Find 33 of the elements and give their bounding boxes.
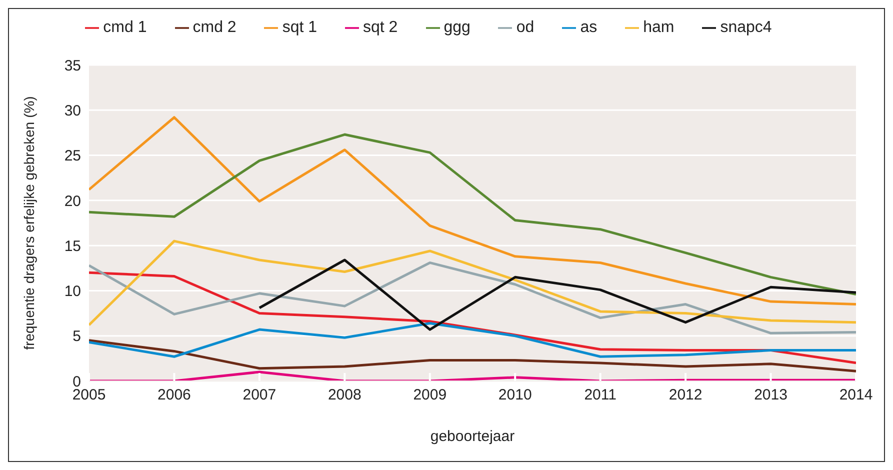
- legend-label: snapc4: [720, 19, 772, 36]
- x-tick-label: 2014: [839, 386, 873, 404]
- legend-label: cmd 1: [103, 19, 147, 36]
- legend-label: od: [516, 19, 534, 36]
- y-axis-title: frequentie dragers erfelijke gebreken (%): [20, 96, 37, 350]
- y-tick-label: 25: [64, 148, 81, 165]
- x-tick-label: 2006: [158, 386, 191, 404]
- legend-label: as: [580, 19, 598, 36]
- line-series: [89, 339, 856, 372]
- y-tick-label: 20: [64, 192, 81, 210]
- legend-label: sqt 2: [363, 19, 398, 36]
- legend-label: cmd 2: [192, 19, 236, 36]
- y-tick-label: 10: [64, 283, 81, 300]
- legend-label: ham: [643, 19, 674, 36]
- line-series: [89, 240, 856, 326]
- y-tick-label: 5: [72, 328, 81, 346]
- line-series: [89, 322, 856, 358]
- y-tick-label: 15: [64, 238, 81, 255]
- y-tick-label: 35: [64, 57, 81, 74]
- line-series: [89, 370, 856, 381]
- line-series: [258, 258, 856, 331]
- x-tick-label: 2009: [413, 386, 447, 404]
- x-tick-label: 2012: [668, 386, 702, 404]
- x-tick-label: 2007: [242, 386, 276, 404]
- x-tick-label: 2013: [754, 386, 788, 404]
- legend-label: ggg: [444, 19, 470, 36]
- y-tick-label: 30: [64, 102, 81, 120]
- x-tick-label: 2011: [584, 386, 616, 404]
- legend-label: sqt 1: [282, 19, 318, 36]
- x-axis-title: geboortejaar: [430, 428, 515, 445]
- line-series: [89, 261, 856, 334]
- x-tick-label: 2010: [498, 386, 532, 404]
- x-tick-label: 2008: [328, 386, 362, 404]
